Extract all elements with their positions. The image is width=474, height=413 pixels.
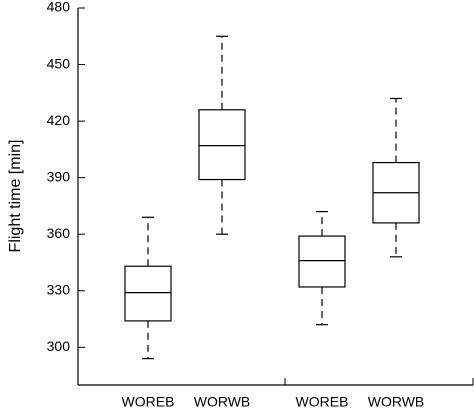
y-tick-label: 300 (47, 338, 71, 354)
x-tick-label: WORWB (194, 394, 251, 410)
box (124, 265, 172, 322)
x-tick-label: WORWB (368, 394, 425, 410)
x-tick-label: WOREB (296, 394, 349, 410)
x-tick-label: WOREB (122, 394, 175, 410)
y-tick-label: 360 (47, 225, 71, 241)
y-tick-label: 450 (47, 55, 71, 71)
y-tick-label: 390 (47, 168, 71, 184)
y-axis-label: Flight time [min] (7, 140, 24, 253)
box (198, 109, 246, 181)
y-tick-label: 420 (47, 112, 71, 128)
box (298, 235, 346, 288)
y-tick-label: 480 (47, 0, 71, 15)
y-tick-label: 330 (47, 281, 71, 297)
